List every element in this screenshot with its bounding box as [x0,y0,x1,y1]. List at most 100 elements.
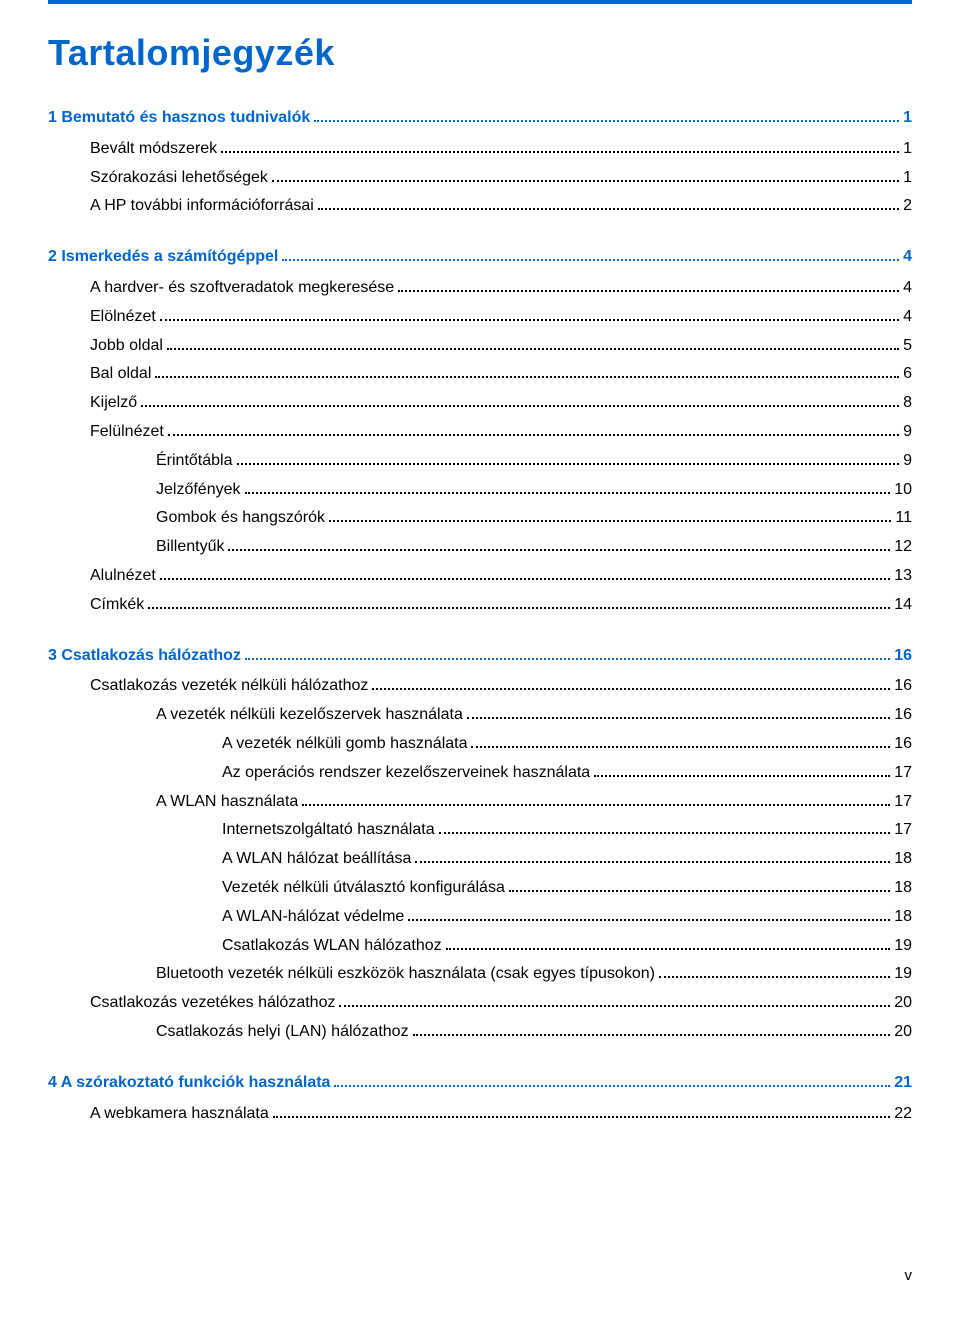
toc-leader [314,120,899,122]
toc-entry-page: 17 [894,761,912,786]
toc-entry-page: 20 [894,1020,912,1045]
toc-chapter-row[interactable]: 3 Csatlakozás hálózathoz16 [48,644,912,669]
document-title: Tartalomjegyzék [48,32,912,74]
toc-entry-row[interactable]: Vezeték nélküli útválasztó konfigurálása… [48,876,912,901]
toc-entry-label: Vezeték nélküli útválasztó konfigurálása [222,876,505,901]
toc-entry-row[interactable]: Csatlakozás vezeték nélküli hálózathoz16 [48,674,912,699]
toc-entry-label: Bluetooth vezeték nélküli eszközök haszn… [156,962,655,987]
toc-leader [329,520,891,522]
toc-leader [594,775,890,777]
toc-leader [471,746,890,748]
toc-leader [339,1005,890,1007]
toc-chapter-row[interactable]: 2 Ismerkedés a számítógéppel 4 [48,245,912,270]
toc-entry-page: 20 [894,991,912,1016]
toc-leader [439,832,891,834]
toc-entry-page: 21 [894,1071,912,1096]
toc-entry-label: Csatlakozás helyi (LAN) hálózathoz [156,1020,409,1045]
toc-entry-label: Internetszolgáltató használata [222,818,435,843]
toc-entry-label: A hardver- és szoftveradatok megkeresése [90,276,394,301]
toc-leader [228,549,890,551]
toc-entry-page: 16 [894,732,912,757]
toc-entry-row[interactable]: Gombok és hangszórók11 [48,506,912,531]
toc-leader [168,434,899,436]
toc-leader [282,259,899,261]
toc-leader [372,688,890,690]
toc-leader [415,861,890,863]
toc-entry-row[interactable]: Érintőtábla9 [48,449,912,474]
toc-entry-row[interactable]: Jobb oldal5 [48,334,912,359]
toc-leader [237,463,900,465]
toc-entry-label: 4 A szórakoztató funkciók használata [48,1071,330,1096]
toc-leader [659,976,890,978]
toc-entry-row[interactable]: Szórakozási lehetőségek1 [48,166,912,191]
toc-entry-row[interactable]: Billentyűk12 [48,535,912,560]
toc-chapter-row[interactable]: 1 Bemutató és hasznos tudnivalók1 [48,106,912,131]
toc-entry-row[interactable]: Felülnézet9 [48,420,912,445]
toc-leader [245,492,891,494]
toc-entry-row[interactable]: A hardver- és szoftveradatok megkeresése… [48,276,912,301]
toc-entry-label: A WLAN-hálózat védelme [222,905,404,930]
toc-entry-page: 1 [903,137,912,162]
toc-leader [160,578,890,580]
toc-chapter-row[interactable]: 4 A szórakoztató funkciók használata 21 [48,1071,912,1096]
toc-entry-page: 13 [894,564,912,589]
toc-entry-row[interactable]: Alulnézet13 [48,564,912,589]
toc-leader [302,804,890,806]
toc-leader [318,208,899,210]
toc-entry-row[interactable]: Bevált módszerek1 [48,137,912,162]
toc-leader [160,319,899,321]
toc-entry-row[interactable]: Csatlakozás vezetékes hálózathoz20 [48,991,912,1016]
toc-entry-row[interactable]: Jelzőfények10 [48,478,912,503]
toc-entry-label: Kijelző [90,391,137,416]
toc-entry-row[interactable]: Internetszolgáltató használata17 [48,818,912,843]
toc-leader [221,151,899,153]
toc-leader [467,717,890,719]
toc-entry-row[interactable]: Az operációs rendszer kezelőszerveinek h… [48,761,912,786]
toc-entry-label: Felülnézet [90,420,164,445]
toc-leader [273,1116,890,1118]
toc-entry-label: A HP további információforrásai [90,194,314,219]
toc-leader [413,1034,891,1036]
toc-entry-label: 2 Ismerkedés a számítógéppel [48,245,278,270]
toc-entry-label: A webkamera használata [90,1102,269,1127]
toc-entry-page: 8 [903,391,912,416]
toc-entry-page: 19 [894,934,912,959]
toc-entry-row[interactable]: A WLAN hálózat beállítása18 [48,847,912,872]
toc-entry-row[interactable]: Bluetooth vezeték nélküli eszközök haszn… [48,962,912,987]
table-of-contents: 1 Bemutató és hasznos tudnivalók1Bevált … [48,106,912,1126]
toc-leader [272,180,899,182]
toc-entry-row[interactable]: A WLAN használata17 [48,790,912,815]
toc-entry-page: 10 [894,478,912,503]
toc-entry-row[interactable]: Címkék14 [48,593,912,618]
toc-entry-page: 16 [894,674,912,699]
top-rule [48,0,912,4]
toc-entry-label: Bal oldal [90,362,151,387]
toc-entry-label: Érintőtábla [156,449,233,474]
toc-leader [167,348,899,350]
toc-entry-label: A WLAN használata [156,790,298,815]
toc-entry-page: 4 [903,245,912,270]
toc-entry-page: 4 [903,305,912,330]
toc-entry-row[interactable]: A vezeték nélküli gomb használata16 [48,732,912,757]
toc-entry-row[interactable]: Csatlakozás helyi (LAN) hálózathoz 20 [48,1020,912,1045]
toc-entry-label: 3 Csatlakozás hálózathoz [48,644,241,669]
toc-leader [245,658,890,660]
page-footer: v [905,1267,913,1284]
toc-entry-row[interactable]: Csatlakozás WLAN hálózathoz19 [48,934,912,959]
toc-entry-label: Szórakozási lehetőségek [90,166,268,191]
toc-entry-row[interactable]: A HP további információforrásai2 [48,194,912,219]
toc-entry-page: 12 [894,535,912,560]
toc-entry-row[interactable]: Kijelző 8 [48,391,912,416]
toc-entry-page: 11 [895,506,912,531]
toc-entry-label: A vezeték nélküli kezelőszervek használa… [156,703,463,728]
toc-leader [398,290,899,292]
toc-leader [141,405,899,407]
toc-entry-row[interactable]: Bal oldal6 [48,362,912,387]
toc-entry-row[interactable]: A vezeték nélküli kezelőszervek használa… [48,703,912,728]
toc-entry-row[interactable]: A WLAN-hálózat védelme18 [48,905,912,930]
toc-entry-row[interactable]: Elölnézet4 [48,305,912,330]
toc-entry-label: 1 Bemutató és hasznos tudnivalók [48,106,310,131]
toc-entry-row[interactable]: A webkamera használata22 [48,1102,912,1127]
toc-entry-label: Jobb oldal [90,334,163,359]
toc-entry-page: 4 [903,276,912,301]
